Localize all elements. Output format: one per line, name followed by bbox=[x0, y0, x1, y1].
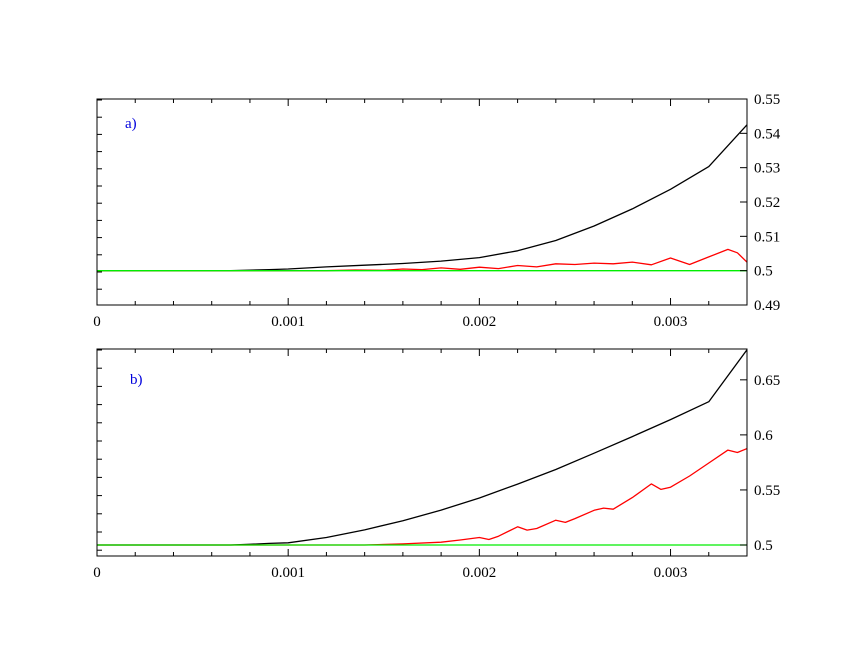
y-tick-label-a: 0.5 bbox=[754, 264, 773, 280]
series-black-curve-a bbox=[97, 124, 747, 272]
series-black-curve-b bbox=[97, 349, 747, 546]
x-tick-label-b: 0.002 bbox=[462, 565, 496, 581]
panel-a: 0 0.001 0.002 0.003 0.49 0.5 0.51 0.52 0.53 0.54 0… bbox=[93, 92, 781, 330]
x-tick-label-a: 0.003 bbox=[654, 314, 688, 330]
series-group-a bbox=[97, 124, 747, 272]
x-tick-label-a: 0.001 bbox=[271, 314, 305, 330]
series-red-curve-a bbox=[97, 248, 747, 272]
series-red-curve-b bbox=[97, 447, 747, 546]
y-tick-label-b: 0.6 bbox=[754, 428, 773, 444]
y-tick-label-a: 0.52 bbox=[754, 195, 780, 211]
y-tick-label-a: 0.53 bbox=[754, 161, 780, 177]
panel-label-a: a) bbox=[125, 116, 137, 132]
y-tick-label-a: 0.49 bbox=[754, 298, 780, 314]
y-tick-label-a: 0.55 bbox=[754, 92, 780, 108]
series-group-b bbox=[97, 349, 747, 546]
y-tick-label-b: 0.5 bbox=[754, 538, 773, 554]
panel-b: 0 0.001 0.002 0.003 0.5 0.55 0.6 0.65 b) bbox=[93, 348, 780, 581]
x-tick-label-b: 0 bbox=[93, 565, 101, 581]
plot-frame-b bbox=[96, 348, 748, 557]
y-tick-label-a: 0.54 bbox=[754, 126, 781, 142]
y-tick-label-b: 0.55 bbox=[754, 483, 780, 499]
x-tick-label-b: 0.001 bbox=[271, 565, 305, 581]
y-tick-label-b: 0.65 bbox=[754, 373, 780, 389]
x-tick-label-b: 0.003 bbox=[654, 565, 688, 581]
panel-label-b: b) bbox=[130, 372, 143, 388]
y-tick-label-a: 0.51 bbox=[754, 229, 780, 245]
x-tick-label-a: 0.002 bbox=[462, 314, 496, 330]
plot-frame-a bbox=[96, 98, 748, 306]
x-tick-label-a: 0 bbox=[93, 314, 101, 330]
